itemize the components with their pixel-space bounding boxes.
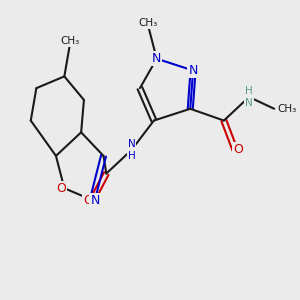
Text: O: O [57,182,67,195]
Text: H
N: H N [245,86,253,108]
Text: O: O [83,194,93,207]
Text: N: N [152,52,161,65]
Text: O: O [233,143,243,157]
Text: N: N [188,64,198,77]
Text: CH₃: CH₃ [139,18,158,28]
Text: CH₃: CH₃ [277,104,296,114]
Text: N: N [90,194,100,207]
Text: N
H: N H [128,139,135,161]
Text: CH₃: CH₃ [60,36,80,46]
